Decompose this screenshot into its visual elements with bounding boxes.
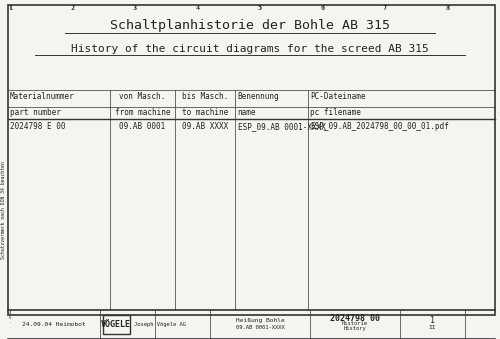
Text: part number: part number <box>10 108 61 118</box>
Text: Materialnummer: Materialnummer <box>10 92 75 101</box>
Text: 24.09.04 Heimobot: 24.09.04 Heimobot <box>22 322 86 327</box>
Text: von Masch.: von Masch. <box>120 92 166 101</box>
Text: History of the circuit diagrams for the screed AB 315: History of the circuit diagrams for the … <box>71 44 429 54</box>
Text: 5: 5 <box>258 5 262 11</box>
Text: name: name <box>238 108 256 118</box>
Text: 1: 1 <box>8 5 12 11</box>
Text: 4: 4 <box>196 5 200 11</box>
Text: pc filename: pc filename <box>310 108 361 118</box>
Text: 6: 6 <box>320 5 324 11</box>
Text: Schutzvermerk nach DIN 34 beachten: Schutzvermerk nach DIN 34 beachten <box>1 161 6 259</box>
Text: 09.AB XXXX: 09.AB XXXX <box>182 122 228 131</box>
Text: History: History <box>344 326 366 332</box>
Text: Schaltplanhistorie der Bohle AB 315: Schaltplanhistorie der Bohle AB 315 <box>110 19 390 32</box>
Text: II: II <box>429 325 436 331</box>
Text: to machine: to machine <box>182 108 228 118</box>
Text: Benennung: Benennung <box>238 92 279 101</box>
Text: Joseph Vögele AG: Joseph Vögele AG <box>134 322 186 327</box>
Text: 4
5
.: 4 5 . <box>8 311 11 324</box>
Text: 3: 3 <box>133 5 137 11</box>
Text: Heißung Bohle: Heißung Bohle <box>236 318 284 323</box>
Text: Historie: Historie <box>342 321 368 326</box>
Text: bis Masch.: bis Masch. <box>182 92 228 101</box>
Text: 09.AB 0001-XXXX: 09.AB 0001-XXXX <box>236 325 284 331</box>
Text: 8: 8 <box>446 5 450 11</box>
Text: 09.AB 0001: 09.AB 0001 <box>120 122 166 131</box>
Text: ESP_09.AB 0001-XXXX: ESP_09.AB 0001-XXXX <box>238 122 326 131</box>
Text: ESP_09.AB_2024798_00_00_01.pdf: ESP_09.AB_2024798_00_00_01.pdf <box>310 122 449 131</box>
Text: from machine: from machine <box>115 108 170 118</box>
Text: 1: 1 <box>430 316 435 325</box>
Text: 7: 7 <box>383 5 387 11</box>
Text: PC-Dateiname: PC-Dateiname <box>310 92 366 101</box>
Text: 2024798 E 00: 2024798 E 00 <box>10 122 66 131</box>
Text: VÖGELE: VÖGELE <box>101 320 131 329</box>
Text: 2: 2 <box>70 5 74 11</box>
Text: 2024798 00: 2024798 00 <box>330 314 380 323</box>
Bar <box>102 315 130 334</box>
